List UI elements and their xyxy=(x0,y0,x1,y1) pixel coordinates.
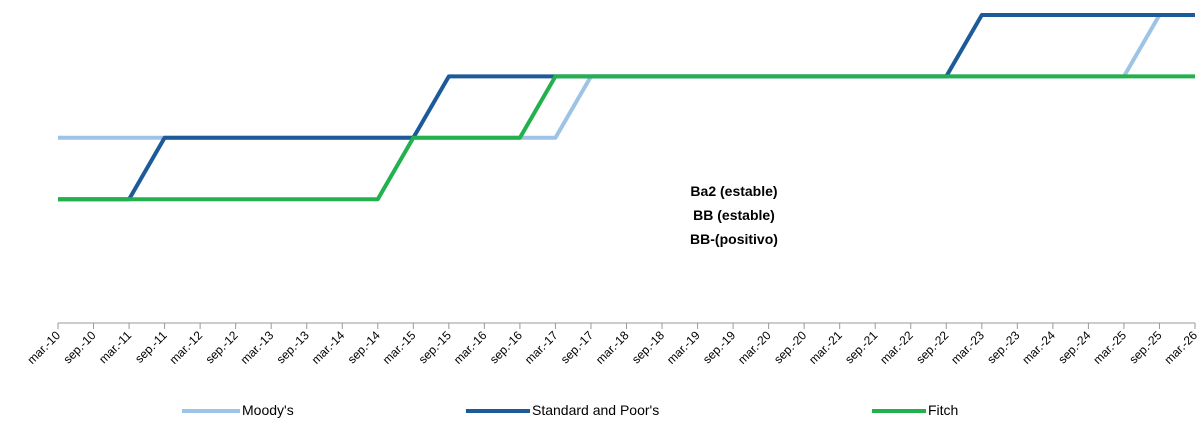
legend-label: Moody's xyxy=(242,402,294,418)
annotation: BB (estable) xyxy=(693,207,775,223)
x-tick-label: mar.-19 xyxy=(664,328,703,367)
x-tick-label: mar.-20 xyxy=(735,328,774,367)
x-tick-label: sep.-18 xyxy=(629,328,667,366)
x-tick-label: sep.-22 xyxy=(913,328,951,366)
x-tick-label: mar.-17 xyxy=(522,328,561,367)
legend-label: Fitch xyxy=(928,402,958,418)
x-tick-label: sep.-14 xyxy=(345,328,383,366)
x-tick-label: sep.-11 xyxy=(132,328,170,366)
x-tick-label: mar.-26 xyxy=(1161,328,1199,367)
x-tick-label: mar.-23 xyxy=(948,328,987,367)
annotation: BB-(positivo) xyxy=(690,231,778,247)
x-tick-label: sep.-13 xyxy=(274,328,312,366)
x-tick-label: sep.-12 xyxy=(203,328,241,366)
x-tick-label: mar.-12 xyxy=(167,328,206,367)
x-tick-label: sep.-16 xyxy=(487,328,525,366)
series-line xyxy=(58,13,1195,202)
x-tick-label: sep.-10 xyxy=(60,328,98,366)
x-tick-label: mar.-14 xyxy=(309,328,348,367)
x-tick-label: sep.-17 xyxy=(558,328,596,366)
annotation: Ba2 (estable) xyxy=(690,183,777,199)
x-tick-label: mar.-13 xyxy=(238,328,277,367)
x-tick-label: mar.-10 xyxy=(24,328,63,367)
x-tick-label: sep.-19 xyxy=(700,328,738,366)
legend-label: Standard and Poor's xyxy=(532,402,659,418)
x-tick-label: mar.-25 xyxy=(1090,328,1129,367)
x-tick-label: mar.-22 xyxy=(877,328,916,367)
x-tick-label: mar.-16 xyxy=(451,328,490,367)
x-tick-label: mar.-21 xyxy=(806,328,845,367)
x-tick-label: sep.-15 xyxy=(416,328,454,366)
series-line xyxy=(58,74,1195,202)
x-tick-label: sep.-25 xyxy=(1126,328,1164,366)
x-tick-label: sep.-24 xyxy=(1055,328,1093,366)
x-tick-label: mar.-11 xyxy=(96,328,134,366)
x-tick-label: mar.-18 xyxy=(593,328,632,367)
x-tick-label: sep.-21 xyxy=(842,328,880,366)
x-tick-label: mar.-24 xyxy=(1019,328,1058,367)
x-tick-label: mar.-15 xyxy=(380,328,419,367)
x-tick-label: sep.-23 xyxy=(984,328,1022,366)
x-tick-label: sep.-20 xyxy=(771,328,809,366)
